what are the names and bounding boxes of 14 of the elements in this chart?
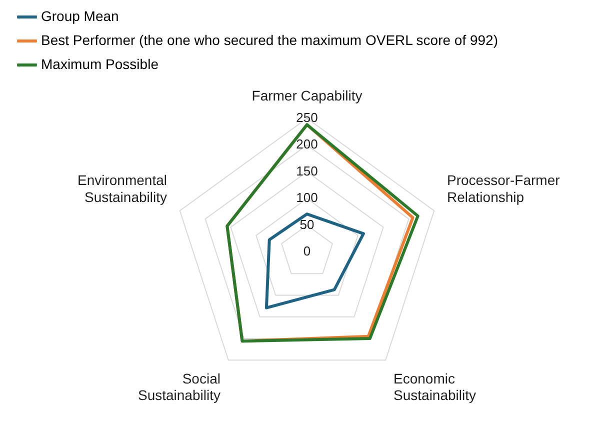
spoke-label: Social Sustainability xyxy=(138,370,220,404)
y-tick-label: 50 xyxy=(300,216,314,232)
y-tick-label: 200 xyxy=(296,136,318,152)
legend-label: Best Performer (the one who secured the maximum OVERL score of 992) xyxy=(41,32,498,48)
y-tick-label: 150 xyxy=(296,163,318,178)
spoke-label: Economic Sustainability xyxy=(394,370,476,404)
spoke-label: Environmental Sustainability xyxy=(78,172,168,205)
y-tick-label: 250 xyxy=(296,110,318,125)
legend-label: Group Mean xyxy=(41,8,119,24)
legend-label: Maximum Possible xyxy=(41,56,159,72)
spoke-label: Farmer Capability xyxy=(252,87,362,104)
y-tick-label: 100 xyxy=(296,190,318,206)
y-tick-label: 0 xyxy=(303,244,311,259)
spoke-label: Processor-Farmer Relationship xyxy=(446,172,560,205)
